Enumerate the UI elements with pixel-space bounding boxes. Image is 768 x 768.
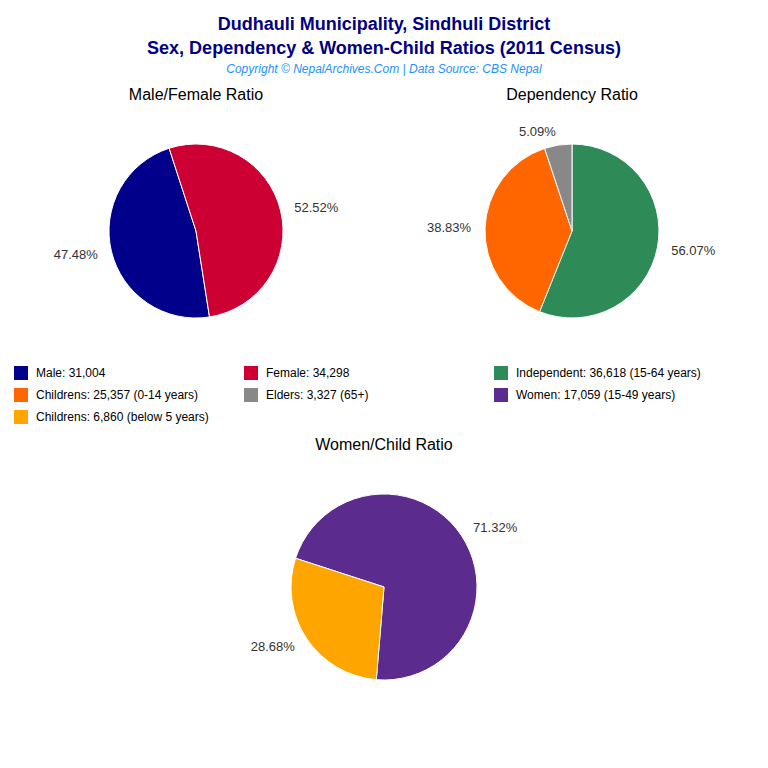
html-text:Female: 34,298: Female: 34,298 xyxy=(266,366,350,380)
html-text:Copyright © NepalArchives.Com: Copyright © NepalArchives.Com | Data Sou… xyxy=(226,62,542,76)
html-text:Male/Female Ratio: Male/Female Ratio xyxy=(128,86,264,103)
html-text:Women: 17,059 (15-49 years): Women: 17,059 (15-49 years) xyxy=(516,388,676,402)
html-text:Dudhauli Municipality, Sindhul: Dudhauli Municipality, Sindhuli District xyxy=(217,14,551,34)
svg-text:71.32%: 71.32% xyxy=(473,520,518,535)
svg-text:38.83%: 38.83% xyxy=(427,220,472,235)
html-text:Dependency Ratio: Dependency Ratio xyxy=(506,86,638,103)
html-text:Male: 31,004: Male: 31,004 xyxy=(36,366,106,380)
html-text:Independent: 36,618 (15-64 yea: Independent: 36,618 (15-64 years) xyxy=(516,366,701,380)
html-text:Women/Child Ratio: Women/Child Ratio xyxy=(315,436,453,453)
html-text:Childrens: 25,357 (0-14 years): Childrens: 25,357 (0-14 years) xyxy=(36,388,199,402)
html-text:Childrens: 6,860 (below 5 year: Childrens: 6,860 (below 5 years) xyxy=(36,410,209,424)
svg-text:47.48%: 47.48% xyxy=(54,247,99,262)
html-text:Sex, Dependency & Women-Child: Sex, Dependency & Women-Child Ratios (20… xyxy=(147,38,621,58)
svg-text:5.09%: 5.09% xyxy=(519,124,556,139)
html-text:Elders: 3,327 (65+): Elders: 3,327 (65+) xyxy=(266,388,369,402)
svg-text:28.68%: 28.68% xyxy=(251,639,296,654)
svg-text:56.07%: 56.07% xyxy=(671,243,716,258)
svg-text:52.52%: 52.52% xyxy=(294,200,339,215)
